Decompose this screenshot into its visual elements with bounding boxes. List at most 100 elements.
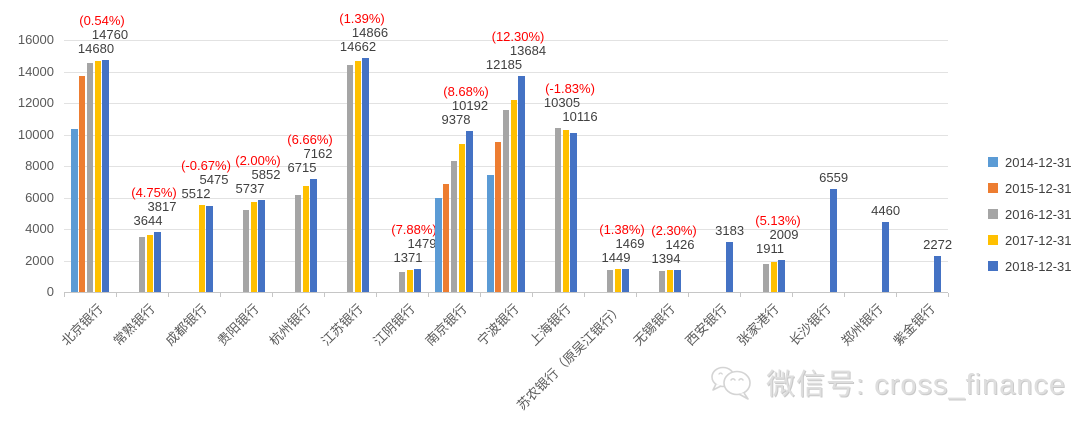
bar-2017-12-31-贵阳银行 [250, 201, 258, 292]
growth-pct-label: (6.66%) [287, 132, 333, 148]
bar-2018-12-31-江苏银行 [362, 57, 369, 292]
bar-2016-12-31-杭州银行 [294, 194, 302, 292]
bar-2017-12-31-上海银行 [562, 129, 570, 292]
category-label-南京银行: 南京银行 [422, 301, 470, 349]
bar-2017-12-31-张家港行 [770, 261, 778, 292]
bar-2017-12-31-苏农银行（原吴江银行） [614, 269, 622, 292]
x-axis-tick [272, 293, 273, 297]
data-label-group: 2272 [868, 238, 1008, 252]
value-label: 1426 [665, 236, 695, 252]
category-label-长沙银行: 长沙银行 [786, 301, 834, 349]
value-label: 2009 [769, 227, 799, 243]
bar-2018-12-31-长沙银行 [830, 188, 837, 292]
value-label: 14760 [91, 26, 129, 42]
bar-2016-12-31-苏农银行（原吴江银行） [606, 269, 614, 292]
x-axis-tick [116, 293, 117, 297]
bar-2016-12-31-上海银行 [554, 127, 562, 292]
value-label: 1469 [615, 235, 645, 251]
legend-label: 2016-12-31 [1005, 206, 1072, 222]
value-label: 14662 [339, 38, 377, 54]
data-label-group: (0.54%) 14760 14680 [32, 12, 172, 56]
data-label-group: (2.30%) 1426 1394 [604, 223, 744, 266]
x-axis-line [64, 292, 948, 293]
value-label: 14866 [351, 24, 389, 40]
y-axis-tick-label: 0 [46, 284, 54, 299]
bar-2017-12-31-宁波银行 [510, 100, 518, 292]
bar-2018-12-31-成都银行 [206, 205, 213, 292]
legend-swatch [988, 261, 998, 271]
legend-swatch [988, 209, 998, 219]
x-axis-tick [168, 293, 169, 297]
bar-2014-12-31-宁波银行 [487, 174, 494, 292]
growth-pct-label: (-0.67%) [181, 158, 231, 174]
data-label-group: (6.66%) 7162 6715 [240, 133, 380, 175]
bar-2018-12-31-江阴银行 [414, 268, 421, 292]
x-axis-tick [844, 293, 845, 297]
legend-swatch [988, 235, 998, 245]
growth-pct-label: (8.68%) [443, 84, 489, 100]
category-label-江苏银行: 江苏银行 [318, 301, 366, 349]
data-label-group: (1.39%) 14866 14662 [292, 11, 432, 54]
bar-2018-12-31-西安银行 [726, 241, 733, 292]
bar-2018-12-31-杭州银行 [310, 179, 317, 292]
data-label-group: (12.30%) 13684 12185 [448, 30, 588, 72]
x-axis-tick [948, 293, 949, 297]
watermark-text: 微信号: cross_finance [766, 369, 1067, 401]
value-label: 10305 [543, 94, 581, 110]
growth-pct-label: (5.13%) [755, 213, 801, 229]
legend-item-2017-12-31: 2017-12-31 [988, 227, 1072, 253]
x-axis-tick [792, 293, 793, 297]
data-label-group: (5.13%) 2009 1911 [708, 214, 848, 256]
bar-2015-12-31-南京银行 [442, 184, 450, 292]
bar-2017-12-31-北京银行 [94, 60, 102, 292]
bar-2015-12-31-北京银行 [78, 75, 86, 292]
data-label-group: (-0.67%) 5475 5512 [136, 159, 276, 201]
bar-2018-12-31-郑州银行 [882, 221, 889, 292]
legend: 2014-12-31 2015-12-31 2016-12-31 2017-12-31… [988, 149, 1072, 279]
category-label-北京银行: 北京银行 [58, 301, 106, 349]
value-label: 3183 [715, 222, 745, 238]
category-label-杭州银行: 杭州银行 [266, 301, 314, 349]
value-label: 5737 [235, 180, 265, 196]
bar-2018-12-31-张家港行 [778, 260, 785, 292]
bar-2016-12-31-江阴银行 [398, 272, 406, 292]
bar-2018-12-31-紫金银行 [934, 256, 941, 292]
legend-item-2018-12-31: 2018-12-31 [988, 253, 1072, 279]
data-label-group: (4.75%) 3817 3644 [84, 185, 224, 228]
gridline [64, 71, 948, 73]
growth-pct-label: (0.54%) [79, 12, 125, 28]
value-label: 3817 [147, 198, 177, 214]
bar-2018-12-31-常熟银行 [154, 231, 161, 292]
value-label: 1394 [651, 250, 681, 266]
bar-2017-12-31-常熟银行 [146, 234, 154, 292]
bar-2018-12-31-贵阳银行 [258, 199, 265, 292]
y-axis-tick-label: 16000 [17, 32, 54, 47]
bar-2017-12-31-南京银行 [458, 144, 466, 292]
category-label-西安银行: 西安银行 [682, 301, 730, 349]
category-label-贵阳银行: 贵阳银行 [214, 301, 262, 349]
bar-2018-12-31-无锡银行 [674, 269, 681, 292]
x-axis-tick [688, 293, 689, 297]
data-label-group: (1.38%) 1469 1449 [552, 221, 692, 265]
y-axis-tick-label: 6000 [25, 189, 54, 205]
data-label-group: (-1.83%) 10305 10116 [500, 81, 640, 124]
legend-label: 2015-12-31 [1005, 180, 1072, 196]
value-label: 13684 [509, 43, 547, 59]
legend-label: 2017-12-31 [1005, 232, 1072, 248]
growth-pct-label: (12.30%) [491, 29, 545, 45]
value-label: 1371 [393, 249, 423, 265]
value-label: 6715 [287, 160, 317, 176]
value-label: 12185 [485, 57, 523, 73]
growth-pct-label: (1.38%) [599, 221, 645, 237]
category-label-上海银行: 上海银行 [526, 301, 574, 349]
value-label: 2272 [923, 237, 953, 253]
bar-2017-12-31-无锡银行 [666, 270, 674, 292]
value-label: 5475 [199, 172, 229, 188]
data-label-group: 6559 [764, 170, 904, 185]
bar-2016-12-31-南京银行 [450, 161, 458, 292]
bar-2016-12-31-江苏银行 [346, 64, 354, 292]
value-label: 4460 [871, 202, 901, 218]
y-axis-tick-label: 4000 [25, 221, 54, 236]
value-label: 5512 [181, 186, 211, 202]
bar-2016-12-31-贵阳银行 [242, 210, 250, 292]
